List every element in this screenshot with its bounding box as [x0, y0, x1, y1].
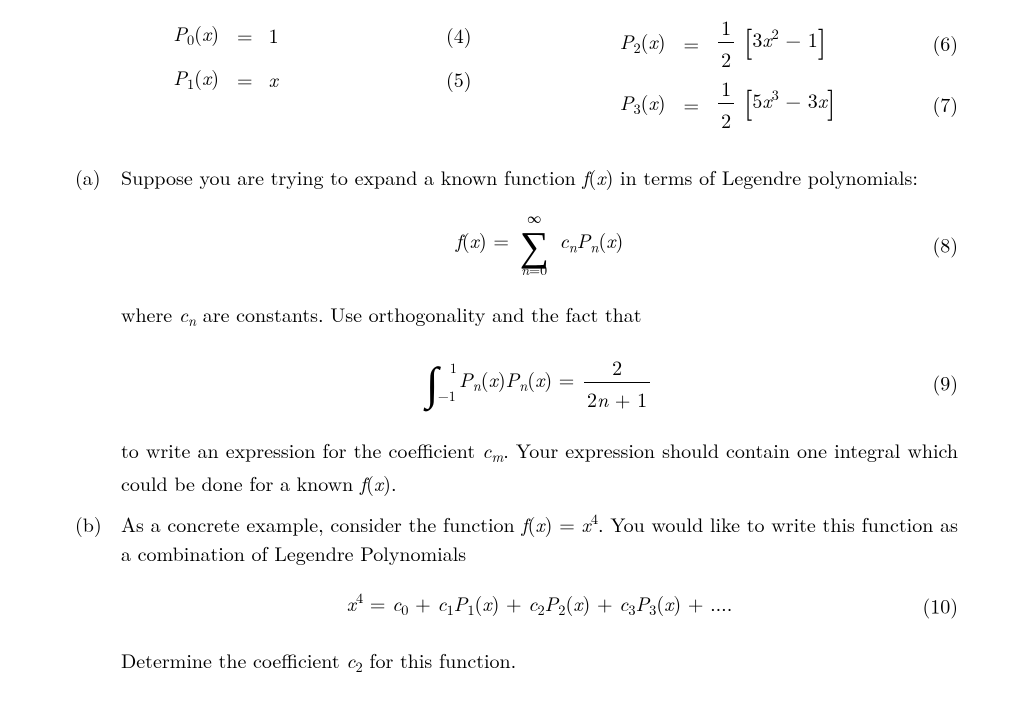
part-a: (a) Suppose you are trying to expand a k…	[65, 162, 958, 497]
equals-sign: =	[237, 64, 253, 93]
eq9-body: ∫ 1 −1 Pn(x)Pn(x) = 2 2n + 1	[426, 352, 653, 413]
eq-number-7: (7)	[932, 89, 958, 118]
eq-p0-lhs: P0(x)	[155, 18, 219, 50]
eq-number-10: (10)	[922, 590, 958, 619]
part-a-text3: to write an expression for the coefficie…	[121, 435, 958, 497]
fx: f(x)	[582, 162, 613, 191]
page: P0(x) = 1 (4) P1(x) = x (5) P2(x) = 1 2	[0, 0, 1026, 698]
eq-number-6: (6)	[932, 28, 958, 57]
sum-symbol: ∞ ∑ n=0	[520, 211, 549, 277]
equation-9: ∫ 1 −1 Pn(x)Pn(x) = 2 2n + 1 (9)	[121, 352, 958, 413]
eq-p0: P0(x) = 1 (4)	[65, 12, 512, 56]
frac-half: 1 2	[718, 73, 734, 134]
legendre-col-right: P2(x) = 1 2 [3x2 − 1] (6) P3(x) = 1	[512, 12, 959, 134]
eq-p2-lhs: P2(x)	[602, 26, 666, 58]
eq-p2-rhs: 1 2 [3x2 − 1]	[715, 12, 826, 73]
equals-sign: =	[684, 28, 700, 57]
eq-p3-lhs: P3(x)	[602, 87, 666, 119]
legendre-col-left: P0(x) = 1 (4) P1(x) = x (5)	[65, 12, 512, 134]
eq-p0-rhs: 1	[269, 20, 279, 49]
legendre-definitions: P0(x) = 1 (4) P1(x) = x (5) P2(x) = 1 2	[65, 12, 958, 134]
part-a-label: (a)	[75, 162, 101, 191]
eq10-body: x4 = c0 + c1P1(x) + c2P2(x) + c3P3(x) + …	[347, 588, 733, 621]
eq-p1-rhs: x	[269, 64, 278, 93]
eq-p3: P3(x) = 1 2 [5x3 − 3x] (7)	[512, 73, 959, 134]
eq-number-4: (4)	[446, 20, 472, 49]
frac-norm: 2 2n + 1	[584, 352, 650, 413]
integral-symbol: ∫ 1 −1	[426, 360, 439, 405]
eq-p1-lhs: P1(x)	[155, 62, 219, 94]
equation-8: f(x) = ∞ ∑ n=0 cnPn(x) (8)	[121, 211, 958, 277]
eq-p1: P1(x) = x (5)	[65, 56, 512, 100]
eq-number-8: (8)	[932, 229, 958, 258]
part-b-label: (b)	[75, 509, 102, 538]
equals-sign: =	[684, 89, 700, 118]
frac-half: 1 2	[718, 12, 734, 73]
eq-p2: P2(x) = 1 2 [3x2 − 1] (6)	[512, 12, 959, 73]
part-b-text1: As a concrete example, consider the func…	[121, 509, 958, 567]
equals-sign: =	[237, 20, 253, 49]
eq-number-9: (9)	[932, 368, 958, 397]
equation-10: x4 = c0 + c1P1(x) + c2P2(x) + c3P3(x) + …	[121, 583, 958, 627]
eq8-body: f(x) = ∞ ∑ n=0 cnPn(x)	[456, 211, 624, 277]
eq-p3-rhs: 1 2 [5x3 − 3x]	[715, 73, 836, 134]
part-b: (b) As a concrete example, consider the …	[65, 509, 958, 678]
eq-number-5: (5)	[446, 64, 472, 93]
part-a-text2: where cn are constants. Use orthogonalit…	[121, 299, 642, 328]
part-a-text1: Suppose you are trying to expand a known…	[121, 162, 918, 191]
part-b-text2: Determine the coefficient c2 for this fu…	[121, 645, 516, 674]
